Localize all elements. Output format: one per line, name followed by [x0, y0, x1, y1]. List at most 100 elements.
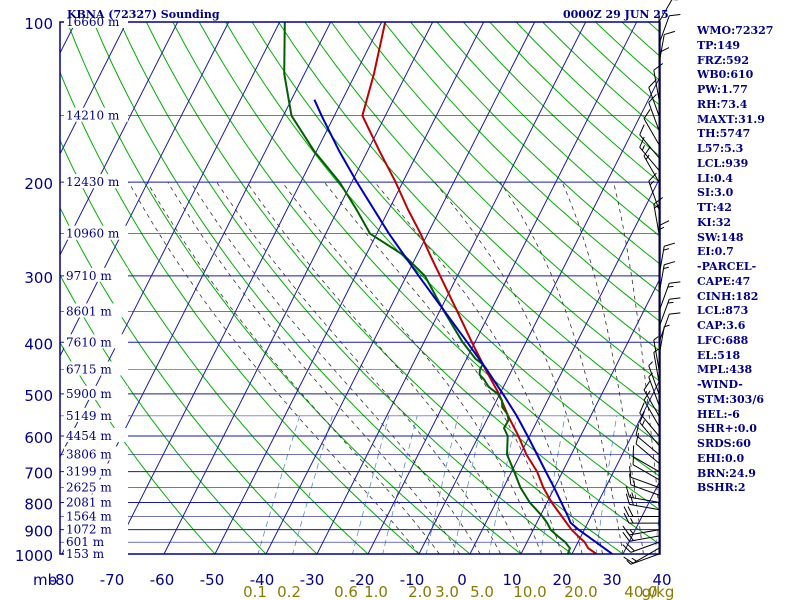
- mixing-ratio-label: 0.6: [334, 583, 358, 600]
- isotherm-line: [60, 22, 179, 257]
- wind-barb-half-flag: [631, 557, 637, 562]
- wind-barb-full-flag: [653, 63, 664, 71]
- index-item: BRN:24.9: [697, 466, 756, 480]
- wind-barb: [658, 297, 681, 328]
- height-label-background: [64, 107, 128, 122]
- mixing-ratio-label: 10.0: [513, 583, 546, 600]
- index-item: CINH:182: [697, 289, 759, 303]
- wind-barb-staff: [629, 503, 660, 511]
- dry-adiabat-line: [60, 341, 216, 554]
- wind-barb-half-flag: [667, 285, 674, 288]
- mixing-ratio-label: 0.2: [277, 583, 301, 600]
- wind-barb-staff: [630, 484, 660, 496]
- index-item: -PARCEL-: [697, 260, 757, 273]
- wind-barb: [639, 124, 660, 159]
- moist-adiabat-line: [216, 181, 501, 554]
- index-item: EHI:0.0: [697, 451, 745, 465]
- wind-barb-staff: [658, 299, 670, 328]
- wind-barb: [658, 14, 681, 45]
- wind-barb-full-flag: [643, 146, 651, 157]
- wind-barb-full-flag: [629, 494, 634, 506]
- index-item: HEL:-6: [697, 407, 740, 421]
- wind-barb-staff: [658, 283, 670, 312]
- height-label-background: [64, 494, 128, 509]
- isotherm-line: [112, 22, 383, 554]
- wind-barb: [635, 424, 660, 455]
- wind-barb: [658, 261, 676, 295]
- height-label-background: [64, 225, 128, 240]
- wind-barb-staff: [635, 434, 660, 455]
- mixing-ratio-label: 2.0: [408, 583, 432, 600]
- temperature-tick-label: 30: [602, 571, 621, 589]
- isotherm-line: [265, 22, 536, 554]
- wind-barb-staff: [658, 15, 670, 45]
- wind-barb-full-flag: [625, 486, 630, 498]
- moist-adiabat-line: [374, 181, 583, 554]
- index-item: L57:5.3: [697, 142, 744, 155]
- wind-barb-half-flag: [653, 336, 659, 341]
- wind-barb-full-flag: [623, 506, 630, 517]
- isotherm-line: [316, 22, 587, 554]
- wind-barb: [648, 361, 660, 395]
- wind-barb-full-flag: [664, 30, 676, 36]
- wind-barb: [658, 47, 670, 83]
- wind-barb-full-flag: [622, 531, 630, 542]
- dry-adiabat-line: [60, 274, 267, 554]
- pressure-tick-label: 700: [24, 465, 53, 483]
- index-item: RH:73.4: [697, 97, 748, 111]
- height-label-background: [64, 446, 128, 461]
- wind-barb: [629, 473, 660, 496]
- wind-barb: [623, 512, 659, 524]
- mixing-ratio-label: 3.0: [435, 583, 459, 600]
- height-label-background: [64, 508, 128, 523]
- valid-time: 0000Z 29 JUN 25: [563, 8, 669, 21]
- height-label: 2081 m: [66, 495, 112, 509]
- wind-barb-staff: [632, 456, 660, 473]
- height-label-background: [64, 385, 128, 400]
- wind-barb-full-flag: [648, 79, 657, 88]
- wind-barb-staff: [632, 464, 660, 481]
- height-label: 6715 m: [66, 363, 112, 377]
- wind-barb-full-flag: [632, 445, 635, 457]
- isotherm-line: [60, 22, 281, 459]
- wind-barb: [623, 547, 660, 564]
- wind-barb-full-flag: [669, 312, 681, 315]
- pressure-tick-label: 600: [24, 429, 53, 447]
- wind-barb-staff: [643, 389, 660, 417]
- temperature-tick-label: -50: [200, 571, 225, 589]
- wind-barb-full-flag: [658, 220, 670, 227]
- height-label-background: [64, 334, 128, 349]
- mixing-ratio-label: 5.0: [470, 583, 494, 600]
- wind-barb-full-flag: [622, 544, 632, 553]
- wind-barb-staff: [643, 155, 660, 183]
- height-label: 1072 m: [66, 523, 112, 537]
- height-label: 601 m: [66, 535, 105, 549]
- wind-barb-full-flag: [669, 297, 681, 300]
- height-label-background: [64, 463, 128, 478]
- height-label: 16660 m: [66, 15, 120, 29]
- wind-barb-full-flag: [669, 281, 681, 284]
- wind-barb-staff: [658, 313, 670, 343]
- wind-barb-staff: [648, 87, 660, 116]
- wind-barb: [658, 281, 681, 312]
- index-item: KI:32: [697, 215, 732, 229]
- wind-barb-full-flag: [635, 432, 640, 445]
- wind-barb-half-flag: [629, 529, 634, 535]
- mixing-ratio-label: g/kg: [642, 583, 675, 600]
- wind-barb-half-flag: [630, 517, 634, 524]
- wind-barb-full-flag: [653, 197, 664, 205]
- parcel-profile-line: [313, 99, 613, 554]
- wind-barb-staff: [643, 118, 660, 145]
- wind-barb-staff: [635, 443, 660, 464]
- wind-barb-staff: [658, 246, 665, 276]
- temperature-tick-label: -20: [350, 571, 375, 589]
- index-item: MPL:438: [697, 363, 753, 377]
- height-label: 153 m: [66, 547, 105, 561]
- height-label-background: [64, 361, 128, 376]
- index-item: FRZ:592: [697, 53, 750, 67]
- temperature-tick-label: -60: [150, 571, 175, 589]
- pressure-tick-label: 900: [24, 523, 53, 541]
- wind-barb: [658, 30, 676, 65]
- wind-barb-staff: [630, 541, 660, 553]
